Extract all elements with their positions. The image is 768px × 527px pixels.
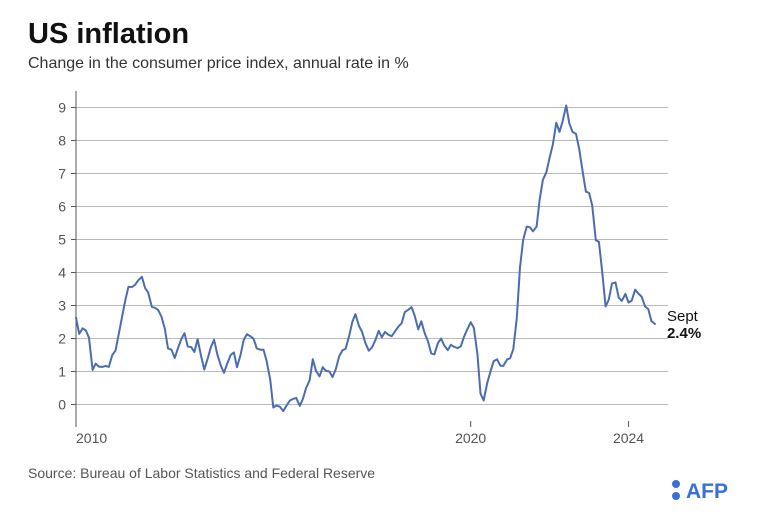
- svg-text:2024: 2024: [613, 430, 644, 446]
- callout-value: 2.4%: [667, 325, 701, 342]
- line-chart-svg: 0 1 2 3 4 5 6 7 8 9 2010 2020 2024: [28, 81, 740, 451]
- svg-text:9: 9: [58, 100, 66, 116]
- chart: 0 1 2 3 4 5 6 7 8 9 2010 2020 2024 Sept 2.4%: [28, 81, 740, 451]
- callout-label: Sept: [667, 308, 698, 325]
- page-title: US inflation: [28, 18, 740, 51]
- svg-text:3: 3: [58, 298, 66, 314]
- svg-text:1: 1: [58, 364, 66, 380]
- afp-logo: AFP: [670, 476, 740, 509]
- svg-text:2: 2: [58, 331, 66, 347]
- svg-text:5: 5: [58, 232, 66, 248]
- svg-text:8: 8: [58, 133, 66, 149]
- svg-text:0: 0: [58, 397, 66, 413]
- svg-text:2010: 2010: [76, 430, 107, 446]
- svg-text:4: 4: [58, 265, 66, 281]
- logo-text: AFP: [686, 480, 728, 503]
- svg-text:7: 7: [58, 166, 66, 182]
- source-line: Source: Bureau of Labor Statistics and F…: [28, 465, 740, 481]
- svg-text:2020: 2020: [455, 430, 486, 446]
- subtitle: Change in the consumer price index, annu…: [28, 55, 740, 73]
- end-callout: Sept 2.4%: [667, 308, 701, 343]
- svg-text:6: 6: [58, 199, 66, 215]
